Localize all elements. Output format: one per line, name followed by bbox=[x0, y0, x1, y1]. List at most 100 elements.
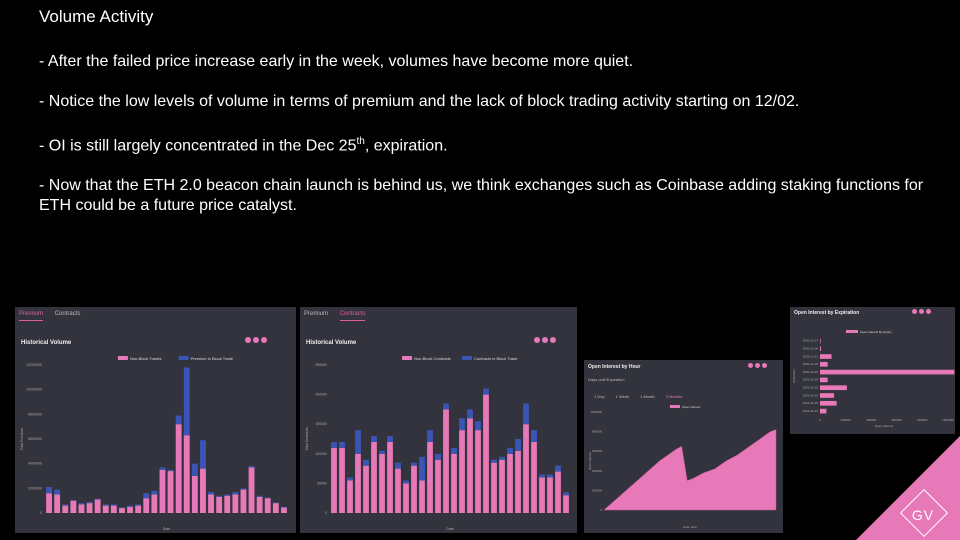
download-icon[interactable] bbox=[926, 309, 931, 314]
bar-block bbox=[419, 456, 425, 481]
reset-icon[interactable] bbox=[919, 309, 924, 314]
bar-block bbox=[411, 462, 417, 466]
bar-block bbox=[54, 489, 61, 495]
bar-non-block bbox=[443, 409, 449, 513]
zoom-in-icon[interactable] bbox=[245, 337, 251, 343]
bar-non-block bbox=[175, 424, 182, 513]
bar-non-block bbox=[86, 503, 93, 513]
y-tick-label: 2000000 bbox=[28, 486, 42, 490]
download-icon[interactable] bbox=[550, 337, 556, 343]
bar-block bbox=[491, 459, 497, 463]
y-tick-label: 2021-03-26 bbox=[803, 393, 819, 397]
y-tick-label: 2020-12-07 bbox=[803, 339, 819, 343]
bar-non-block bbox=[151, 494, 158, 513]
bar-non-block bbox=[531, 441, 537, 513]
tab-1-day[interactable]: 1 Day bbox=[594, 394, 605, 399]
legend-label-block: Contracts in Block Trade bbox=[474, 356, 518, 361]
y-tick-label: 12000000 bbox=[26, 363, 42, 367]
bar-non-block bbox=[183, 435, 190, 513]
oi-expiration-panel: Open Interest by Expiration Open Interes… bbox=[790, 307, 955, 434]
tab-1-month[interactable]: 1 Month bbox=[640, 394, 655, 399]
legend-swatch-expiry bbox=[846, 330, 858, 333]
bar-non-block bbox=[491, 462, 497, 513]
y-tick-label: 400000 bbox=[592, 469, 602, 473]
bullet-1: - After the failed price increase early … bbox=[39, 53, 634, 70]
bar-block bbox=[459, 418, 465, 431]
bar-non-block bbox=[411, 465, 417, 513]
bar-non-block bbox=[467, 418, 473, 513]
x-tick-label: 800000 bbox=[917, 418, 927, 422]
y-axis-label: Total Premium bbox=[20, 428, 24, 450]
y-axis-label: Expiration bbox=[792, 369, 796, 383]
bar-block bbox=[256, 495, 263, 497]
bar-block bbox=[94, 498, 101, 500]
bar-block bbox=[281, 506, 287, 508]
reset-icon[interactable] bbox=[542, 337, 548, 343]
tab-premium[interactable]: Premium bbox=[304, 311, 329, 317]
bar-non-block bbox=[62, 505, 69, 513]
bar-block bbox=[102, 504, 109, 506]
premium-volume-panel: Premium Contracts Historical Volume Non-… bbox=[15, 307, 296, 533]
y-tick-label: 2021-01-29 bbox=[803, 378, 819, 382]
bar-block bbox=[159, 467, 166, 470]
reset-icon[interactable] bbox=[755, 363, 760, 368]
y-tick-label: 800000 bbox=[592, 430, 602, 434]
oi-area bbox=[603, 429, 777, 511]
tab-1-week[interactable]: 1 Week bbox=[615, 394, 630, 399]
zoom-in-icon[interactable] bbox=[748, 363, 753, 368]
tab-contracts[interactable]: Contracts bbox=[54, 311, 81, 317]
x-tick-label: 1000000 bbox=[942, 418, 954, 422]
bar-non-block bbox=[240, 489, 247, 513]
bar-block bbox=[248, 466, 255, 468]
bullet-4: - Now that the ETH 2.0 beacon chain laun… bbox=[39, 177, 924, 215]
x-tick-label: 0 bbox=[819, 418, 821, 422]
bar-block bbox=[119, 507, 125, 509]
bar-block bbox=[347, 477, 353, 481]
zoom-in-icon[interactable] bbox=[534, 337, 540, 343]
download-icon[interactable] bbox=[762, 363, 767, 368]
bar-block bbox=[475, 421, 481, 431]
bar-block bbox=[531, 430, 537, 442]
bar-non-block bbox=[208, 494, 214, 513]
bar-expiry bbox=[820, 346, 822, 352]
bar-block bbox=[515, 439, 521, 451]
tab-contracts[interactable]: Contracts bbox=[339, 311, 366, 321]
y-tick-label: 8000000 bbox=[28, 412, 42, 416]
bar-non-block bbox=[419, 480, 425, 513]
bar-block bbox=[224, 494, 231, 496]
download-icon[interactable] bbox=[261, 337, 267, 343]
bar-block bbox=[339, 441, 345, 448]
panel2-title: Historical Volume bbox=[306, 340, 357, 346]
bar-non-block bbox=[563, 495, 569, 513]
bar-non-block bbox=[379, 453, 385, 513]
y-tick-label: 1000000 bbox=[590, 410, 602, 414]
bar-non-block bbox=[256, 496, 263, 513]
panel4-title: Open Interest by Expiration bbox=[794, 310, 860, 316]
tab-3-months[interactable]: 3 Months bbox=[665, 394, 683, 399]
bar-block bbox=[232, 492, 239, 495]
bar-non-block bbox=[403, 483, 409, 513]
bar-block bbox=[395, 462, 401, 469]
bar-non-block bbox=[387, 441, 393, 513]
bar-block bbox=[387, 436, 393, 442]
panel3-title: Open Interest by Hour bbox=[588, 364, 641, 370]
bar-non-block bbox=[167, 471, 174, 513]
bar-block bbox=[183, 367, 190, 436]
bar-non-block bbox=[371, 441, 377, 513]
bar-block bbox=[427, 430, 433, 442]
bar-block bbox=[435, 453, 441, 460]
y-tick-label: 250000 bbox=[315, 363, 327, 367]
y-tick-label: 2020-12-25 bbox=[803, 370, 819, 374]
reset-icon[interactable] bbox=[253, 337, 259, 343]
tab-premium[interactable]: Premium bbox=[19, 311, 44, 321]
bar-block bbox=[240, 488, 247, 490]
bar-non-block bbox=[135, 505, 142, 513]
bar-non-block bbox=[54, 494, 61, 513]
y-tick-label: 2020-12-18 bbox=[803, 362, 819, 366]
y-axis-label: Total Contracts bbox=[305, 427, 309, 451]
y-tick-label: 50000 bbox=[317, 481, 327, 485]
bar-block bbox=[175, 415, 182, 425]
legend-label-non-block: Non-Block Trades bbox=[130, 356, 162, 361]
zoom-in-icon[interactable] bbox=[912, 309, 917, 314]
bar-expiry bbox=[820, 361, 828, 367]
